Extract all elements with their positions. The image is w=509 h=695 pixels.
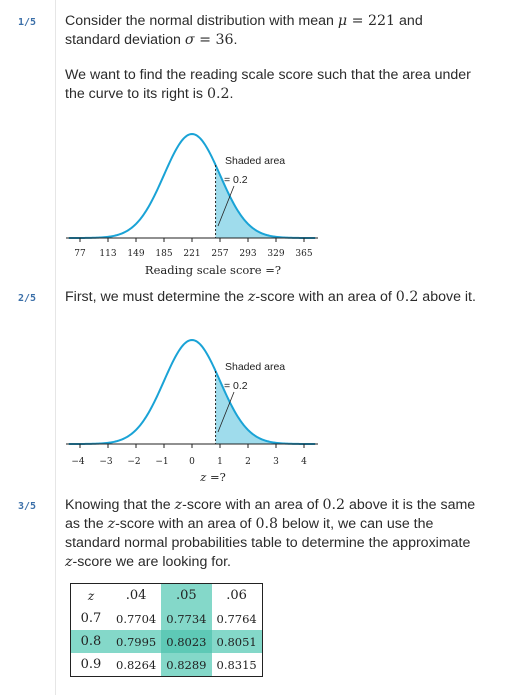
text: standard deviation (65, 32, 185, 48)
step-2-text: First, we must determine the z-score wit… (65, 288, 490, 307)
table-cell: 0.8051 (216, 634, 257, 649)
step-number-1: 1/5 (18, 17, 37, 28)
text: We want to find the reading scale score … (65, 67, 471, 83)
step-1-goal: We want to find the reading scale score … (65, 66, 490, 104)
text: =? (206, 470, 225, 484)
tick-label: 257 (211, 249, 228, 259)
tick-marks (79, 238, 305, 242)
table-cell: 0.7995 (116, 634, 157, 649)
table-cell: 0.8264 (116, 657, 157, 672)
shaded-label-line2: = 0.2 (224, 174, 248, 186)
tick-label: 3 (273, 457, 279, 467)
z-table: z .04 .05 .06 0.7 0.7704 0.7734 0.7764 0… (70, 583, 263, 677)
text: the curve to its right is (65, 86, 207, 102)
text: -score with an area of (182, 497, 323, 513)
normal-curve (68, 338, 316, 445)
step-number-2: 2/5 (18, 293, 37, 304)
text: -score with an area of (115, 516, 256, 532)
table-header-row: z .04 .05 .06 (71, 583, 263, 607)
tick-label: 0 (189, 457, 195, 467)
normal-curve-figure-2: Shaded area = 0.2 −4 −3 −2 −1 0 1 2 3 4 … (66, 338, 318, 484)
table-col-header: .04 (125, 588, 147, 603)
tick-label: −4 (71, 457, 85, 467)
area-value: 0.2 (322, 497, 346, 513)
x-axis-label: z =? (199, 470, 226, 484)
shaded-label-line1: Shaded area (225, 155, 285, 167)
tick-label: 329 (267, 249, 284, 259)
text: below it, we can use the (278, 516, 434, 532)
z-symbol: z (199, 470, 207, 484)
table-col-header: .06 (226, 588, 247, 603)
step-rail (55, 0, 56, 695)
text: . (229, 86, 234, 102)
table-cell-highlighted: 0.8289 (161, 653, 212, 677)
tick-label: 149 (127, 249, 144, 259)
text: as the (65, 516, 108, 532)
tick-label: −2 (127, 457, 140, 467)
shaded-area (215, 165, 316, 238)
x-axis-label: Reading scale score =? (145, 263, 281, 277)
shaded-label-line2: = 0.2 (224, 380, 248, 392)
step-1-intro: Consider the normal distribution with me… (65, 12, 490, 50)
z-symbol: z (174, 497, 183, 513)
text: -score we are looking for. (72, 554, 231, 570)
tick-label: 4 (301, 457, 307, 467)
text: Consider the normal distribution with me… (65, 13, 338, 29)
mu-symbol: μ (337, 13, 348, 29)
tick-label: −1 (155, 457, 168, 467)
area-value: 0.8 (255, 516, 279, 532)
text: above it is the same (345, 497, 476, 513)
text: -score with an area of (255, 289, 396, 305)
mean-value: = 221 (347, 13, 396, 29)
normal-curve-figure-1: Shaded area = 0.2 77 113 149 185 221 257… (66, 132, 318, 277)
tick-label: 1 (217, 457, 223, 467)
tick-label: 365 (295, 249, 312, 259)
area-value: 0.2 (206, 86, 230, 102)
tick-label: 293 (239, 249, 256, 259)
text: standard normal probabilities table to d… (65, 535, 471, 551)
shaded-area (215, 371, 316, 444)
table-cell-highlighted: 0.7734 (161, 607, 212, 630)
table-row-header: 0.9 (80, 657, 102, 672)
table-row-header: 0.7 (80, 611, 102, 626)
text: First, we must determine the (65, 289, 248, 305)
table-cell: 0.7704 (116, 611, 157, 626)
table-row-highlighted: 0.8 0.7995 0.8023 0.8051 (70, 630, 263, 653)
z-symbol: z (65, 554, 73, 570)
tick-label: −3 (99, 457, 113, 467)
table-col-header-highlighted: .05 (161, 583, 212, 607)
text: and (395, 13, 423, 29)
table-cell-selected: 0.8023 (161, 630, 212, 653)
sigma-symbol: σ (184, 32, 195, 48)
tick-label: 221 (183, 249, 200, 259)
z-symbol: z (107, 516, 116, 532)
normal-curve (68, 132, 316, 239)
tick-label: 77 (74, 249, 86, 259)
table-row-header: 0.8 (80, 634, 102, 649)
tick-label: 2 (245, 457, 251, 467)
step-number-3: 3/5 (18, 501, 37, 512)
shaded-label-line1: Shaded area (225, 361, 285, 373)
tick-marks (79, 444, 305, 448)
sd-value: = 36 (194, 32, 234, 48)
table-row: 0.9 0.8264 0.8289 0.8315 (71, 653, 263, 677)
area-value: 0.2 (395, 289, 419, 305)
table-corner: z (87, 588, 95, 603)
label-pointer (217, 185, 235, 227)
text: . (233, 32, 238, 48)
z-symbol: z (247, 289, 256, 305)
tick-label: 113 (99, 249, 116, 259)
tick-label: 185 (155, 249, 172, 259)
table-row: 0.7 0.7704 0.7734 0.7764 (71, 607, 263, 630)
table-cell: 0.8315 (216, 657, 257, 672)
label-pointer (217, 391, 235, 433)
text: Knowing that the (65, 497, 175, 513)
step-3-text: Knowing that the z-score with an area of… (65, 496, 495, 572)
table-cell: 0.7764 (216, 611, 257, 626)
text: above it. (418, 289, 476, 305)
